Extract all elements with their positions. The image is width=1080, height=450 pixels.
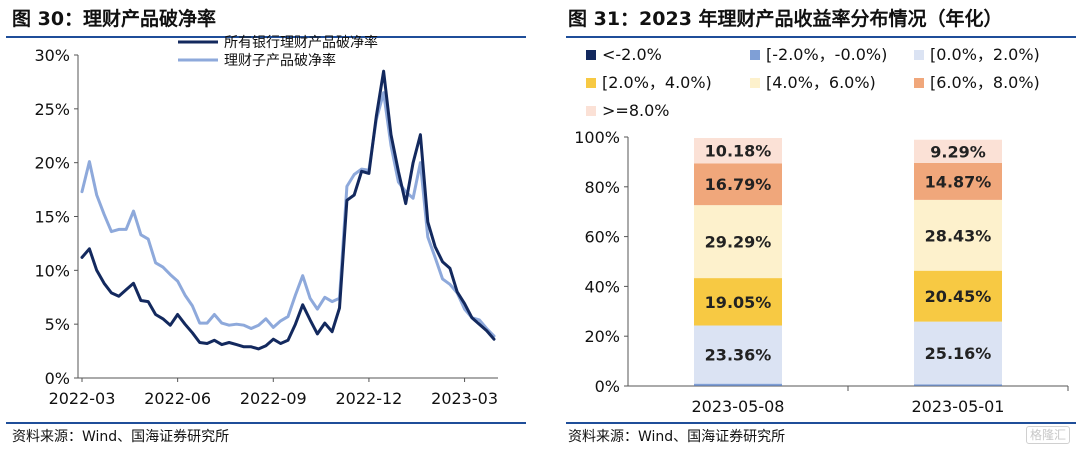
- bar-segment: [694, 278, 782, 326]
- y-tick-label: 25%: [34, 100, 70, 119]
- legend-label: <-2.0%: [602, 45, 662, 64]
- bar-segment: [694, 383, 782, 386]
- bar-data-label: 16.79%: [705, 175, 772, 194]
- y-tick-label: 10%: [34, 261, 70, 280]
- series-line-all-bank: [80, 69, 496, 351]
- x-tick-label: 2022-06: [144, 389, 211, 408]
- y-tick-label: 20%: [584, 327, 620, 346]
- bar-segment: [914, 199, 1002, 271]
- y-tick-label: 30%: [34, 46, 70, 65]
- y-tick-label: 5%: [45, 315, 70, 334]
- x-tick-label: 2022-09: [240, 389, 307, 408]
- legend-label: 所有银行理财产品破净率: [224, 34, 378, 51]
- y-tick-label: 0%: [595, 377, 620, 396]
- bar-segment: [914, 321, 1002, 385]
- bar-data-label: 14.87%: [925, 172, 992, 191]
- left-source-note: 资料来源：Wind、国海证券研究所: [12, 429, 230, 445]
- bar-segment: [914, 384, 1002, 386]
- left-bottom-rule: [6, 422, 526, 424]
- right-bottom-rule: [566, 422, 1076, 424]
- legend-label: 理财子产品破净率: [224, 52, 336, 69]
- legend-label: [0.0%，2.0%): [930, 45, 1040, 64]
- x-tick-label: 2023-05-08: [692, 397, 785, 416]
- legend-label: >=8.0%: [602, 101, 669, 120]
- legend-swatch: [586, 78, 596, 88]
- y-tick-label: 20%: [34, 154, 70, 173]
- right-source-note: 资料来源：Wind、国海证券研究所: [568, 429, 786, 445]
- y-tick-label: 40%: [584, 277, 620, 296]
- bar-data-label: 20.45%: [925, 287, 992, 306]
- legend-label: [-2.0%，-0.0%): [766, 45, 887, 64]
- legend-swatch: [750, 50, 760, 60]
- y-tick-label: 80%: [584, 178, 620, 197]
- y-tick-label: 100%: [574, 128, 620, 147]
- legend-swatch: [914, 78, 924, 88]
- left-figure-title: 图 30：理财产品破净率: [12, 8, 217, 30]
- right-title-rule: [566, 36, 1076, 38]
- legend-label: [4.0%，6.0%): [766, 73, 876, 92]
- bar-data-label: 29.29%: [705, 233, 772, 252]
- x-tick-label: 2023-03: [431, 389, 498, 408]
- x-tick-label: 2023-05-01: [912, 397, 1005, 416]
- y-tick-label: 60%: [584, 228, 620, 247]
- right-figure: 图 31：2023 年理财产品收益率分布情况（年化） <-2.0% [-2.0%，…: [560, 0, 1080, 450]
- line-chart: 0% 5% 10% 15% 20% 25% 30% 2022-03 2022-06 2022-09…: [34, 34, 498, 408]
- bar-segment: [694, 205, 782, 279]
- y-tick-label: 0%: [45, 369, 70, 388]
- bar-data-label: 25.16%: [925, 344, 992, 363]
- left-title-rule: [6, 36, 526, 38]
- x-tick-label: 2022-12: [335, 389, 402, 408]
- bar-data-label: 23.36%: [705, 346, 772, 365]
- legend-swatch: [914, 50, 924, 60]
- legend-label: [6.0%，8.0%): [930, 73, 1040, 92]
- bar-segment: [694, 163, 782, 206]
- legend-swatch: [586, 106, 596, 116]
- bar-segment: [694, 325, 782, 384]
- bar-data-label: 9.29%: [930, 142, 986, 161]
- left-figure: 图 30：理财产品破净率 0% 5% 10% 15% 20% 25% 30% 2022-03 2…: [0, 0, 530, 450]
- bar-segment: [914, 270, 1002, 322]
- bar-data-label: 19.05%: [705, 293, 772, 312]
- bar-data-label: 28.43%: [925, 226, 992, 245]
- bar-segment: [914, 162, 1002, 200]
- bar-segment: [914, 139, 1002, 163]
- stacked-bar-chart: <-2.0% [-2.0%，-0.0%) [0.0%，2.0%) [2.0%，4.0%…: [574, 45, 1069, 416]
- y-tick-label: 15%: [34, 208, 70, 227]
- x-tick-label: 2022-03: [49, 389, 116, 408]
- legend-swatch: [750, 78, 760, 88]
- legend-label: [2.0%，4.0%): [602, 73, 712, 92]
- bar-data-label: 10.18%: [705, 142, 772, 161]
- series-line-wealth-sub: [80, 91, 496, 338]
- bar-segment: [694, 137, 782, 164]
- watermark-logo: 格隆汇: [1025, 426, 1070, 444]
- legend-swatch: [586, 50, 596, 60]
- right-figure-title: 图 31：2023 年理财产品收益率分布情况（年化）: [568, 8, 1003, 30]
